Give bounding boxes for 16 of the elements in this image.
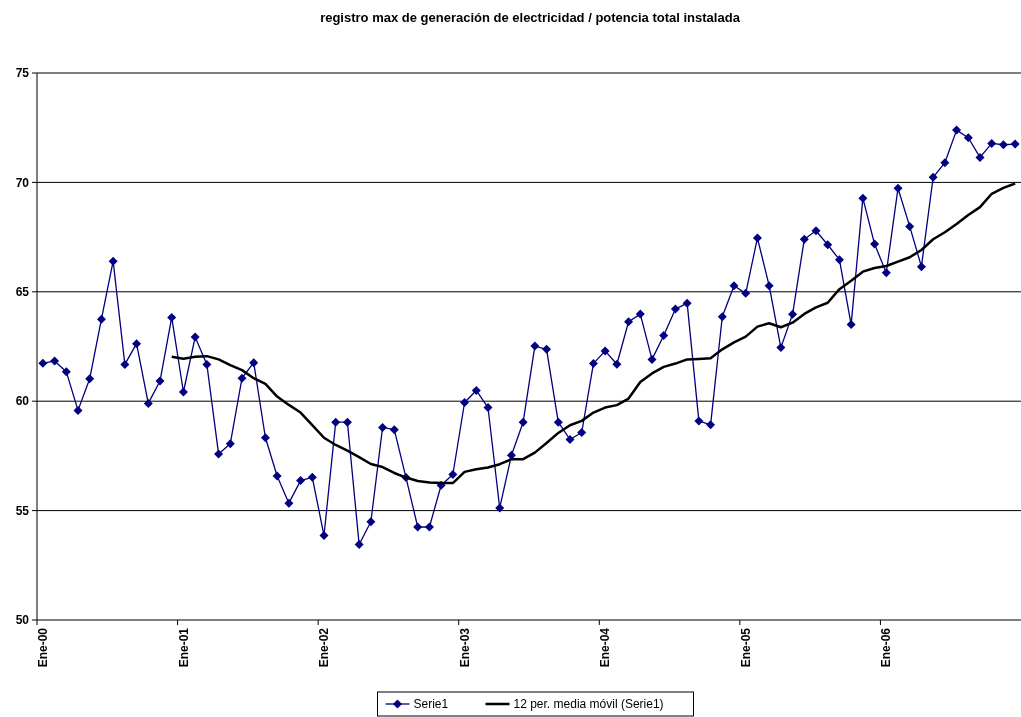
y-tick-label: 75 <box>15 66 30 81</box>
y-tick-label: 70 <box>15 175 30 190</box>
x-tick-label: Ene-00 <box>36 627 51 668</box>
y-tick-label: 60 <box>15 394 30 409</box>
y-tick-label: 50 <box>15 613 30 628</box>
y-tick-label: 65 <box>15 285 30 299</box>
x-tick-label: Ene-03 <box>457 627 472 668</box>
legend-label: 12 per. media móvil (Serie1) <box>513 697 664 712</box>
y-tick-label: 55 <box>15 503 30 518</box>
legend-label: Serie1 <box>413 697 449 712</box>
chart-title: registro max de generación de electricidad / potencia total instalada <box>320 10 741 25</box>
x-tick-label: Ene-04 <box>598 627 613 668</box>
x-tick-label: Ene-01 <box>176 627 191 668</box>
x-tick-label: Ene-06 <box>879 627 894 668</box>
x-tick-label: Ene-02 <box>317 627 332 668</box>
x-tick-label: Ene-05 <box>738 627 753 668</box>
